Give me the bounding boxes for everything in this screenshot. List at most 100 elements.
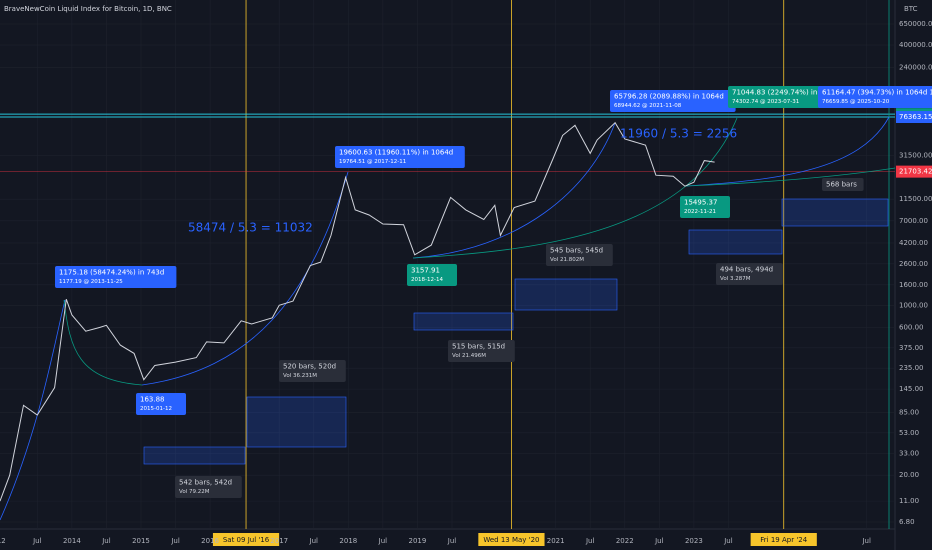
- x-tick-label: 2018: [339, 537, 357, 545]
- range-label: 545 bars, 545d: [550, 247, 603, 255]
- y-tick-label: 400000.00: [899, 41, 932, 49]
- y-tick-label: 7000.00: [899, 217, 928, 225]
- x-tick-label: Jul: [861, 537, 871, 545]
- marks: Sat 09 Jul '16 Wed 13 May '20 Fri 19 Apr '…: [0, 86, 932, 546]
- y-tick-label: 53.00: [899, 429, 919, 437]
- range-label: 542 bars, 542d: [179, 479, 232, 487]
- price-label: 76363.15: [899, 113, 932, 121]
- y-tick-label: 2600.00: [899, 260, 928, 268]
- annotation: 61164.47 (394.73%) in 1064d 1h: [822, 89, 932, 97]
- annotation: 19600.63 (11960.11%) in 1064d: [339, 149, 453, 157]
- halving-label-bg: [750, 533, 817, 546]
- range-box: [514, 278, 618, 311]
- annotation: 71044.83 (2249.74%) in 1690d 1h: [732, 89, 853, 97]
- x-tick-label: Jul: [723, 537, 733, 545]
- range-box: [246, 396, 347, 448]
- chart-title: BraveNewCoin Liquid Index for Bitcoin, 1…: [4, 5, 172, 13]
- annotation: 65796.28 (2089.88%) in 1064d: [614, 93, 724, 101]
- range-label: Vol 3.287M: [720, 276, 751, 282]
- halving-label: Sat 09 Jul '16: [223, 536, 270, 544]
- y-tick-label: 1600.00: [899, 281, 928, 289]
- x-tick-label: Jul: [585, 537, 595, 545]
- y-axis-label: BTC: [904, 5, 918, 13]
- range-label-bg: [175, 476, 242, 498]
- annotation-bg: [818, 86, 932, 108]
- annotation: 19764.51 @ 2017-12-11: [339, 159, 406, 165]
- x-tick-label: Jul: [101, 537, 111, 545]
- x-tick-label: 2014: [63, 537, 81, 545]
- annotation-bg: [335, 146, 465, 168]
- y-tick-label: 600.00: [899, 323, 924, 331]
- x-tick-label: 2017: [270, 537, 288, 545]
- price-label: 21703.42: [899, 168, 932, 176]
- annotation: 1175.18 (58474.24%) in 743d: [59, 269, 164, 277]
- annotation: 163.88: [140, 396, 165, 404]
- curve: [412, 117, 738, 259]
- x-tick-label: Jul: [32, 537, 42, 545]
- x-tick-label: Jul: [378, 537, 388, 545]
- range-box: [413, 312, 514, 331]
- range-label: Vol 79.22M: [179, 489, 210, 495]
- annotation: 68944.62 @ 2021-11-08: [614, 103, 682, 109]
- x-tick-label: Jul: [447, 537, 457, 545]
- range-label-bg: [546, 244, 613, 266]
- y-tick-label: 31500.00: [899, 151, 932, 159]
- range-label: 568 bars: [826, 181, 857, 189]
- curve: [0, 299, 66, 521]
- note: 11960 / 5.3 = 2256: [620, 127, 737, 141]
- annotation: 1177.19 @ 2013-11-25: [59, 279, 123, 285]
- curve: [685, 116, 890, 187]
- annotation-bg: [136, 393, 186, 415]
- range-label-bg: [279, 360, 346, 382]
- x-tick-label: 2015: [132, 537, 150, 545]
- note: 58474 / 5.3 = 11032: [188, 221, 313, 235]
- annotation: 2018-12-14: [411, 277, 443, 283]
- range-label-bg: [448, 340, 515, 362]
- annotation: 2022-11-21: [684, 209, 716, 215]
- range-box: [688, 229, 783, 255]
- y-tick-label: 145.00: [899, 385, 924, 393]
- range-label: Vol 36.231M: [283, 373, 317, 379]
- range-label-bg: [822, 178, 864, 191]
- y-tick-label: 1000.00: [899, 301, 928, 309]
- range-label: Vol 21.496M: [452, 353, 486, 359]
- annotation-bg: [680, 196, 730, 218]
- y-tick-label: 235.00: [899, 364, 924, 372]
- halving-label-bg: [478, 533, 545, 546]
- range-label: 520 bars, 520d: [283, 363, 336, 371]
- range-box: [143, 446, 246, 465]
- y-tick-label: 11.00: [899, 497, 919, 505]
- range-boxes: [143, 198, 889, 465]
- range-box: [781, 198, 889, 227]
- y-tick-label: 11500.00: [899, 195, 932, 203]
- price-label-bg: [896, 165, 932, 178]
- halving-label: Wed 13 May '20: [483, 536, 539, 544]
- curve: [63, 299, 143, 386]
- halving-label-bg: [212, 533, 280, 546]
- x-tick-label: Nov '12: [0, 537, 6, 545]
- range-label: 515 bars, 515d: [452, 343, 505, 351]
- annotation: 74302.74 @ 2023-07-31: [732, 99, 799, 105]
- price-label-bg: [896, 110, 932, 123]
- annotation: 15495.37: [684, 199, 717, 207]
- x-tick-label: Jul: [170, 537, 180, 545]
- y-tick-label: 4200.00: [899, 239, 928, 247]
- curve: [141, 171, 349, 386]
- annotation: 2015-01-12: [140, 406, 172, 412]
- y-tick-label: 85.00: [899, 408, 919, 416]
- y-tick-label: 6.80: [899, 518, 915, 526]
- annotation: 76659.85 @ 2025-10-20: [822, 99, 890, 105]
- x-tick-label: 2022: [616, 537, 634, 545]
- x-tick-label: 2016: [201, 537, 219, 545]
- y-tick-label: 375.00: [899, 344, 924, 352]
- annotation-bg: [407, 264, 457, 286]
- annotation: 3157.91: [411, 267, 440, 275]
- range-label: 494 bars, 494d: [720, 266, 773, 274]
- x-tick-label: Jul: [654, 537, 664, 545]
- curve: [685, 167, 896, 187]
- y-tick-label: 33.00: [899, 449, 919, 457]
- x-tick-label: Jul: [309, 537, 319, 545]
- y-tick-label: 20.00: [899, 471, 919, 479]
- x-tick-label: 2021: [547, 537, 565, 545]
